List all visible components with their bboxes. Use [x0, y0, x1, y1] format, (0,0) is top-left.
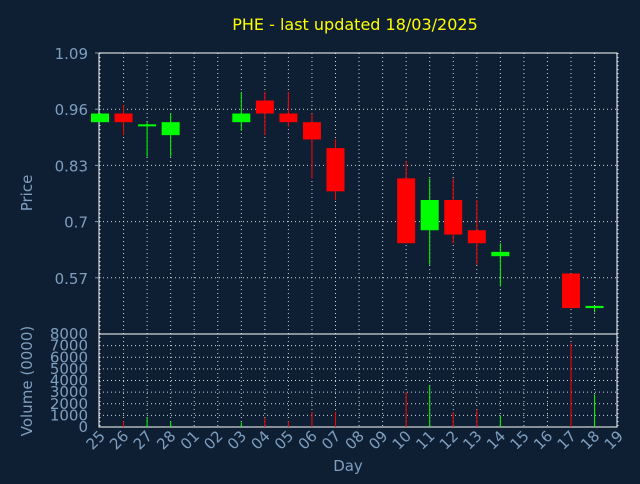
price-tick-label: 0.7 — [64, 214, 88, 232]
candle-body-12 — [444, 199, 463, 235]
volume-tick-label: 4000 — [50, 372, 88, 390]
volume-tick-label: 8000 — [50, 325, 88, 343]
candle-body-27 — [138, 124, 157, 127]
price-axis-label: Price — [18, 175, 36, 212]
volume-tick-label: 0 — [78, 418, 88, 436]
candle-body-28 — [161, 122, 180, 136]
candle-body-17 — [562, 273, 580, 309]
volume-axis-label: Volume (0000) — [18, 326, 36, 436]
candle-body-13 — [467, 230, 486, 244]
price-tick-label: 0.83 — [55, 157, 88, 175]
candle-body-26 — [114, 113, 133, 123]
candle-body-07 — [326, 148, 345, 192]
candle-body-03 — [232, 113, 251, 123]
candles — [91, 91, 604, 313]
candle-body-11 — [420, 199, 439, 231]
candle-body-18 — [585, 305, 604, 309]
volume-bars — [123, 343, 596, 427]
price-axis: 1.09 0.96 0.83 0.7 0.57 — [55, 45, 99, 288]
candle-body-25 — [91, 113, 109, 123]
price-tick-label: 1.09 — [55, 45, 88, 63]
volume-plot-frame — [98, 333, 618, 428]
volume-tick-label: 6000 — [50, 348, 88, 366]
chart-title: PHE - last updated 18/03/2025 — [232, 15, 478, 34]
price-tick-label: 0.96 — [55, 101, 88, 119]
price-tick-label: 0.57 — [55, 270, 88, 288]
day-axis-label: Day — [333, 457, 363, 475]
volume-tick-label: 7000 — [50, 337, 88, 355]
volume-tick-label: 1000 — [50, 406, 88, 424]
candle-body-14 — [491, 251, 510, 257]
day-axis: 2526272801020304050607080910111213141516… — [83, 427, 627, 453]
volume-tick-label: 5000 — [50, 360, 88, 378]
candle-body-06 — [302, 122, 321, 140]
candle-body-04 — [255, 100, 274, 114]
candle-body-10 — [397, 178, 416, 244]
volume-tick-label: 3000 — [50, 383, 88, 401]
candle-body-05 — [279, 113, 298, 123]
volume-tick-label: 2000 — [50, 395, 88, 413]
